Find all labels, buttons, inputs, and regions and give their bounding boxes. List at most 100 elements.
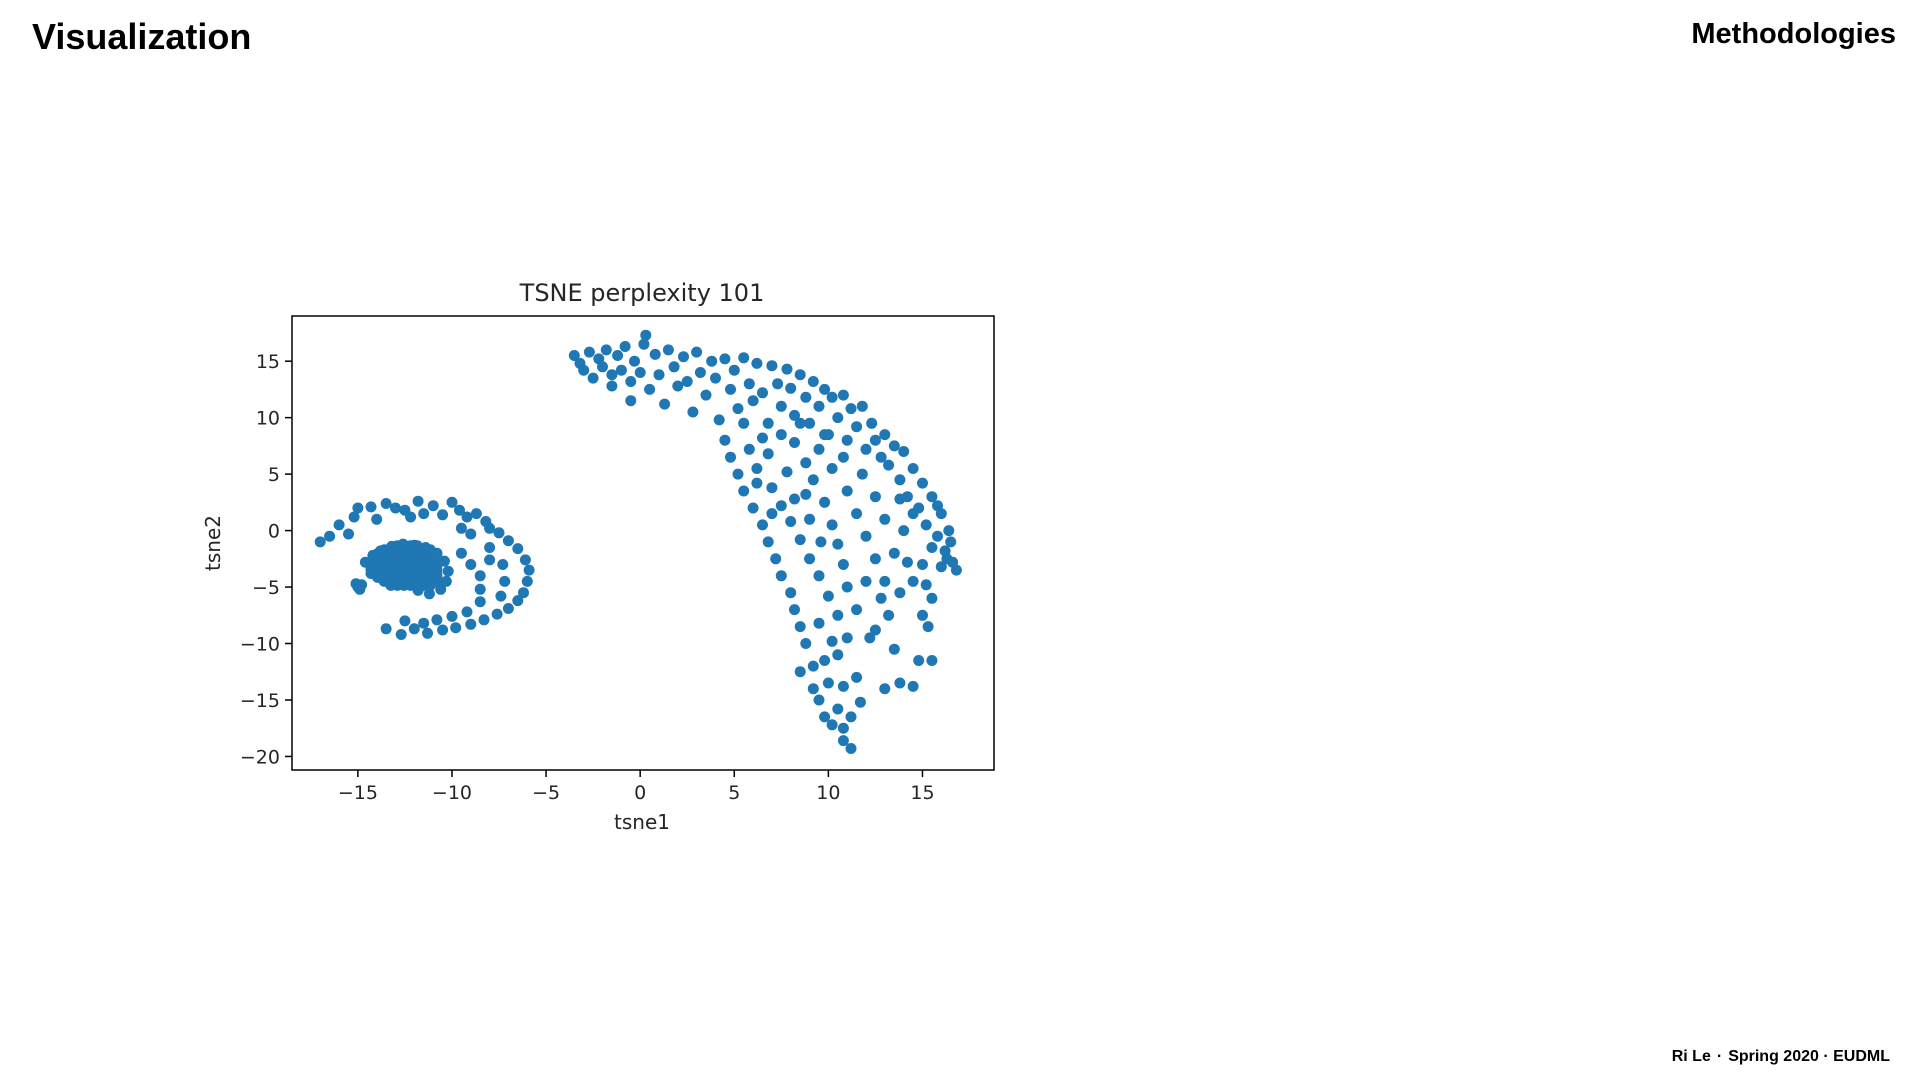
scatter-point — [794, 666, 806, 678]
scatter-point — [418, 508, 430, 520]
scatter-point — [932, 530, 943, 542]
x-tick-label: 15 — [910, 782, 934, 804]
scatter-point — [691, 346, 703, 358]
scatter-point — [841, 632, 853, 644]
scatter-point — [523, 564, 535, 576]
scatter-point — [832, 703, 844, 715]
scatter-point — [781, 363, 793, 375]
y-tick-label: −15 — [240, 690, 280, 712]
scatter-point — [932, 500, 943, 512]
x-tick-label: 0 — [634, 782, 646, 804]
scatter-point — [738, 485, 750, 497]
scatter-point — [499, 575, 511, 587]
scatter-point — [762, 448, 774, 460]
y-tick-label: −5 — [252, 577, 280, 599]
scatter-point — [775, 570, 787, 582]
scatter-point — [894, 587, 906, 599]
scatter-point — [450, 622, 462, 634]
scatter-point — [474, 570, 486, 582]
y-tick-label: −20 — [240, 746, 280, 768]
scatter-point — [907, 463, 919, 474]
scatter-point — [766, 360, 778, 372]
scatter-point — [465, 559, 477, 570]
footer-term-venue: Spring 2020 · EUDML — [1728, 1048, 1890, 1065]
scatter-point — [879, 683, 891, 695]
scatter-point — [461, 606, 473, 618]
scatter-point — [800, 391, 812, 403]
scatter-point — [725, 383, 736, 395]
scatter-point — [333, 519, 345, 531]
footer: Ri Le · Spring 2020 · EUDML — [1672, 1048, 1890, 1066]
scatter-point — [775, 400, 787, 412]
scatter-point — [851, 604, 863, 616]
scatter-point — [495, 590, 507, 602]
x-axis-label: tsne1 — [614, 810, 670, 834]
scatter-point — [935, 561, 947, 573]
scatter-point — [757, 387, 768, 399]
scatter-point — [662, 344, 674, 356]
scatter-point — [706, 355, 718, 367]
scatter-point — [869, 553, 881, 565]
scatter-point — [408, 623, 420, 635]
scatter-point — [672, 380, 684, 392]
scatter-point — [446, 610, 458, 622]
y-tick-label: 0 — [268, 521, 280, 543]
scatter-point — [894, 474, 906, 486]
scatter-point — [568, 350, 580, 361]
scatter-point — [883, 459, 895, 471]
scatter-point — [751, 477, 763, 489]
scatter-point — [640, 329, 652, 341]
scatter-point — [615, 364, 627, 376]
scatter-point — [907, 575, 919, 587]
scatter-point — [794, 534, 806, 546]
scatter-point — [832, 609, 844, 621]
scatter-point — [920, 579, 932, 591]
y-tick-label: −10 — [240, 634, 280, 656]
scatter-point — [856, 468, 868, 480]
scatter-point — [920, 519, 932, 531]
scatter-point — [418, 617, 430, 629]
scatter-point — [518, 587, 529, 599]
x-tick-label: 10 — [816, 782, 840, 804]
scatter-point — [841, 434, 853, 446]
scatter-point — [807, 376, 819, 387]
scatter-point — [461, 511, 473, 523]
scatter-point — [390, 502, 401, 514]
scatter-point — [732, 468, 744, 480]
scatter-point — [365, 501, 377, 513]
scatter-point — [502, 603, 514, 614]
scatter-point — [440, 575, 452, 587]
section-title: Methodologies — [1691, 18, 1896, 50]
scatter-point — [757, 432, 768, 444]
scatter-point — [804, 417, 816, 429]
scatter-point — [380, 498, 392, 509]
scatter-point — [917, 477, 928, 489]
scatter-point — [926, 542, 938, 553]
scatter-point — [395, 629, 407, 640]
scatter-point — [766, 508, 778, 520]
scatter-point — [446, 496, 458, 508]
slide-title: Visualization — [32, 16, 252, 57]
scatter-point — [766, 482, 778, 494]
scatter-point — [864, 632, 876, 644]
scatter-point — [800, 638, 812, 649]
scatter-point — [747, 502, 759, 514]
scatter-point — [474, 583, 486, 595]
scatter-point — [743, 443, 755, 455]
scatter-point — [832, 538, 844, 550]
scatter-point — [879, 513, 891, 525]
scatter-point — [819, 496, 831, 508]
scatter-points — [314, 329, 962, 754]
scatter-point — [819, 711, 831, 723]
scatter-point — [314, 536, 326, 548]
scatter-point — [437, 509, 449, 521]
scatter-point — [781, 466, 793, 478]
scatter-point — [465, 528, 477, 540]
scatter-point — [894, 493, 906, 505]
scatter-point — [826, 391, 838, 403]
scatter-point — [813, 694, 825, 706]
scatter-point — [837, 389, 849, 401]
scatter-point — [860, 530, 872, 542]
scatter-point — [789, 493, 800, 505]
scatter-point — [719, 353, 731, 365]
